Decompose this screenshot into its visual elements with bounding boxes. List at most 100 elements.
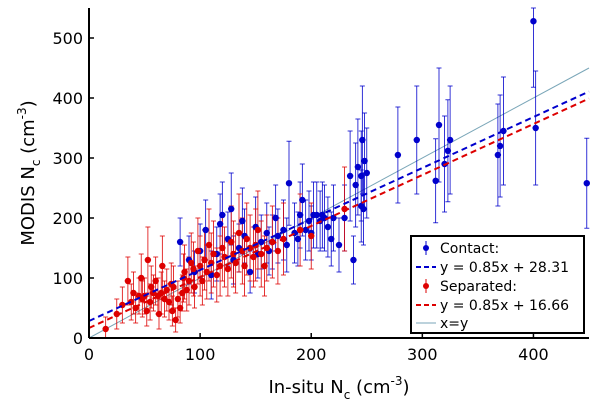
separated-point <box>185 277 193 285</box>
separated-point <box>176 304 184 312</box>
separated-point <box>159 262 166 270</box>
separated-point <box>144 256 152 264</box>
separated-point <box>143 307 150 315</box>
y-tick-label: 100 <box>52 269 83 288</box>
y-tick-label: 400 <box>52 89 83 108</box>
contact-point <box>363 169 370 177</box>
contact-point <box>494 151 502 159</box>
contact-point <box>299 196 306 204</box>
contact-point <box>274 232 282 240</box>
contact-point <box>532 124 539 132</box>
legend-separated-fit-label: y = 0.85x + 16.66 <box>440 298 569 314</box>
separated-point <box>196 262 204 270</box>
y-axis-label: MODIS Nc (cm-3) <box>15 100 43 245</box>
separated-point <box>148 283 155 291</box>
separated-point <box>258 250 265 258</box>
legend-separated-label: Separated: <box>440 279 517 295</box>
contact-point <box>446 136 454 144</box>
contact-point <box>361 157 368 165</box>
x-tick-label: 300 <box>407 345 438 364</box>
legend-box <box>410 235 585 334</box>
separated-point <box>199 277 206 285</box>
separated-point <box>235 229 243 237</box>
y-tick-label: 200 <box>52 209 83 228</box>
x-tick-label: 400 <box>518 345 549 364</box>
identity-line <box>88 67 590 339</box>
separated-point <box>228 238 235 246</box>
contact-point <box>328 235 335 243</box>
y-tick-label: 300 <box>52 149 83 168</box>
contact-point <box>360 205 367 213</box>
legend: Contact: y = 0.85x + 28.31 Separated: y … <box>410 235 585 334</box>
separated-point <box>308 232 315 240</box>
contact-point <box>341 214 348 222</box>
contact-point <box>496 142 504 150</box>
contact-point <box>444 147 452 154</box>
contact-point <box>246 268 254 276</box>
contact-point <box>216 220 224 228</box>
separated-point <box>181 268 188 276</box>
separated-point <box>250 253 257 261</box>
contact-point <box>283 241 290 249</box>
y-tick-label: 500 <box>52 29 83 48</box>
separated-point <box>102 325 109 333</box>
contact-point <box>272 214 279 222</box>
separated-point <box>230 250 237 258</box>
separated-fit-line <box>88 97 590 329</box>
contact-point <box>263 229 270 237</box>
separated-point <box>274 247 282 255</box>
x-tick-label: 0 <box>84 345 94 364</box>
contact-point <box>239 217 246 225</box>
separated-point <box>128 298 135 306</box>
y-tick-label: 0 <box>73 329 83 348</box>
contact-point <box>583 180 590 187</box>
x-tick-label: 100 <box>185 345 216 364</box>
contact-point <box>330 214 337 222</box>
contact-point <box>359 136 366 144</box>
contact-point <box>202 226 209 234</box>
separated-point <box>213 271 220 279</box>
separated-point <box>194 247 202 255</box>
separated-point <box>243 235 250 243</box>
contact-point <box>350 256 357 264</box>
contact-point <box>394 151 402 159</box>
x-axis-label: In-situ Nc (cm-3) <box>268 374 409 402</box>
contact-point <box>432 177 439 184</box>
separated-point <box>188 259 195 267</box>
separated-point <box>163 286 170 294</box>
separated-point <box>246 244 254 252</box>
legend-contact-fit-label: y = 0.85x + 28.31 <box>440 260 569 276</box>
separated-point <box>190 265 197 273</box>
separated-point <box>224 265 232 273</box>
separated-point <box>232 259 239 267</box>
contact-point <box>346 172 354 180</box>
separated-point <box>155 310 163 318</box>
separated-point <box>172 316 179 324</box>
contact-point <box>228 205 235 213</box>
separated-point <box>183 286 190 294</box>
separated-point <box>152 277 159 285</box>
contact-point <box>413 136 420 144</box>
separated-point <box>205 241 213 249</box>
contact-point <box>358 172 365 180</box>
contact-point <box>324 223 332 231</box>
legend-identity-label: x=y <box>440 316 468 332</box>
separated-point <box>254 226 262 234</box>
separated-point <box>130 289 137 297</box>
separated-point <box>261 262 268 270</box>
legend-contact-marker <box>423 245 429 251</box>
contact-point <box>530 18 537 25</box>
contact-point <box>285 180 293 187</box>
contact-point <box>335 241 343 249</box>
contact-point <box>219 211 226 219</box>
contact-point <box>354 163 362 171</box>
contact-point <box>294 235 302 243</box>
separated-point <box>219 244 226 252</box>
separated-point <box>191 283 198 291</box>
contact-point <box>176 238 184 246</box>
separated-point <box>174 295 182 303</box>
contact-point <box>302 226 309 234</box>
contact-point <box>435 121 443 129</box>
separated-point <box>138 274 145 282</box>
